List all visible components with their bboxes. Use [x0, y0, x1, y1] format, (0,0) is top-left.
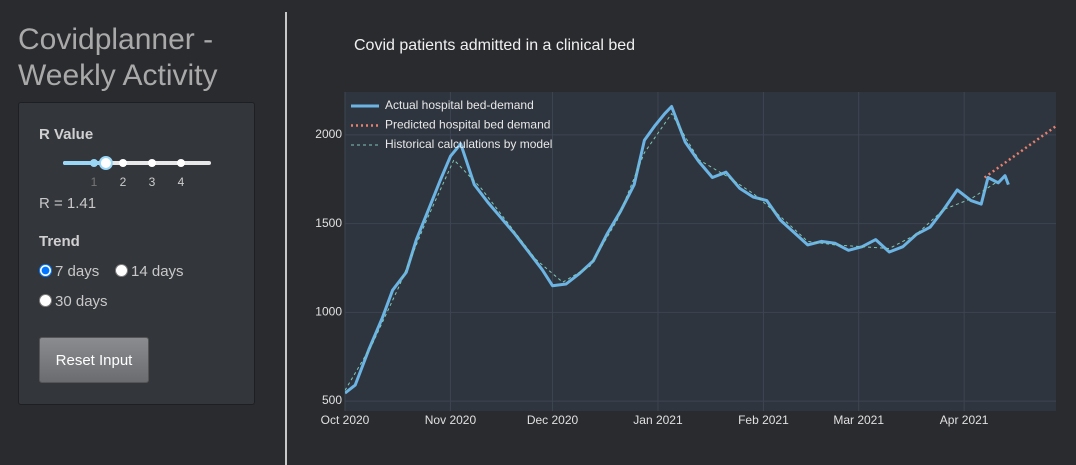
trend-option[interactable]: 7 days	[39, 263, 99, 280]
y-tick-label: 500	[322, 393, 342, 407]
trend-option[interactable]: 30 days	[39, 293, 108, 310]
slider-tick	[148, 159, 156, 167]
x-tick-label: Feb 2021	[738, 413, 789, 427]
reset-button[interactable]: Reset Input	[39, 337, 149, 383]
y-tick-label: 1000	[315, 305, 342, 319]
input-panel: R Value 1 2 3 4 R = 1.41 Trend 7 days 14 day…	[18, 102, 255, 405]
slider-handle[interactable]	[98, 156, 113, 170]
slider-tick-label: 3	[149, 175, 156, 189]
x-tick-label: Apr 2021	[940, 413, 989, 427]
x-tick-label: Oct 2020	[321, 413, 370, 427]
trend-radio[interactable]	[115, 264, 128, 277]
trend-radio[interactable]	[39, 264, 52, 277]
r-label: R Value	[39, 126, 94, 143]
slider-tick-label: 2	[120, 175, 127, 189]
series-group	[345, 105, 1056, 395]
trend-option-text: 30 days	[55, 293, 108, 310]
series-line	[345, 113, 999, 391]
slider-tick	[119, 159, 127, 167]
chart-title: Covid patients admitted in a clinical be…	[354, 37, 635, 54]
trend-option-text: 14 days	[131, 263, 184, 280]
trend-label: Trend	[39, 233, 80, 250]
trend-radio[interactable]	[39, 294, 52, 307]
r-readout: R = 1.41	[39, 195, 97, 212]
plot-area	[345, 92, 1056, 411]
r-slider[interactable]: 1 2 3 4	[19, 143, 254, 193]
trend-option-text: 7 days	[55, 263, 100, 280]
x-tick-label: Jan 2021	[633, 413, 683, 427]
x-tick-label: Nov 2020	[425, 413, 477, 427]
app-title: Covidplanner - Weekly Activity	[18, 23, 218, 92]
series-line	[345, 105, 1010, 395]
legend-label: Actual hospital bed-demand	[385, 98, 534, 112]
trend-option[interactable]: 14 days	[115, 263, 184, 280]
slider-tick-label: 4	[178, 175, 185, 189]
x-tick-label: Dec 2020	[527, 413, 579, 427]
legend-label: Historical calculations by model	[385, 137, 552, 151]
divider	[285, 12, 287, 465]
slider-tick-label: 1	[91, 175, 98, 189]
legend-label: Predicted hospital bed demand	[385, 118, 550, 132]
slider-tick	[90, 159, 98, 167]
slider-tick	[177, 159, 185, 167]
y-tick-label: 2000	[315, 127, 342, 141]
x-tick-label: Mar 2021	[833, 413, 884, 427]
y-tick-label: 1500	[315, 216, 342, 230]
